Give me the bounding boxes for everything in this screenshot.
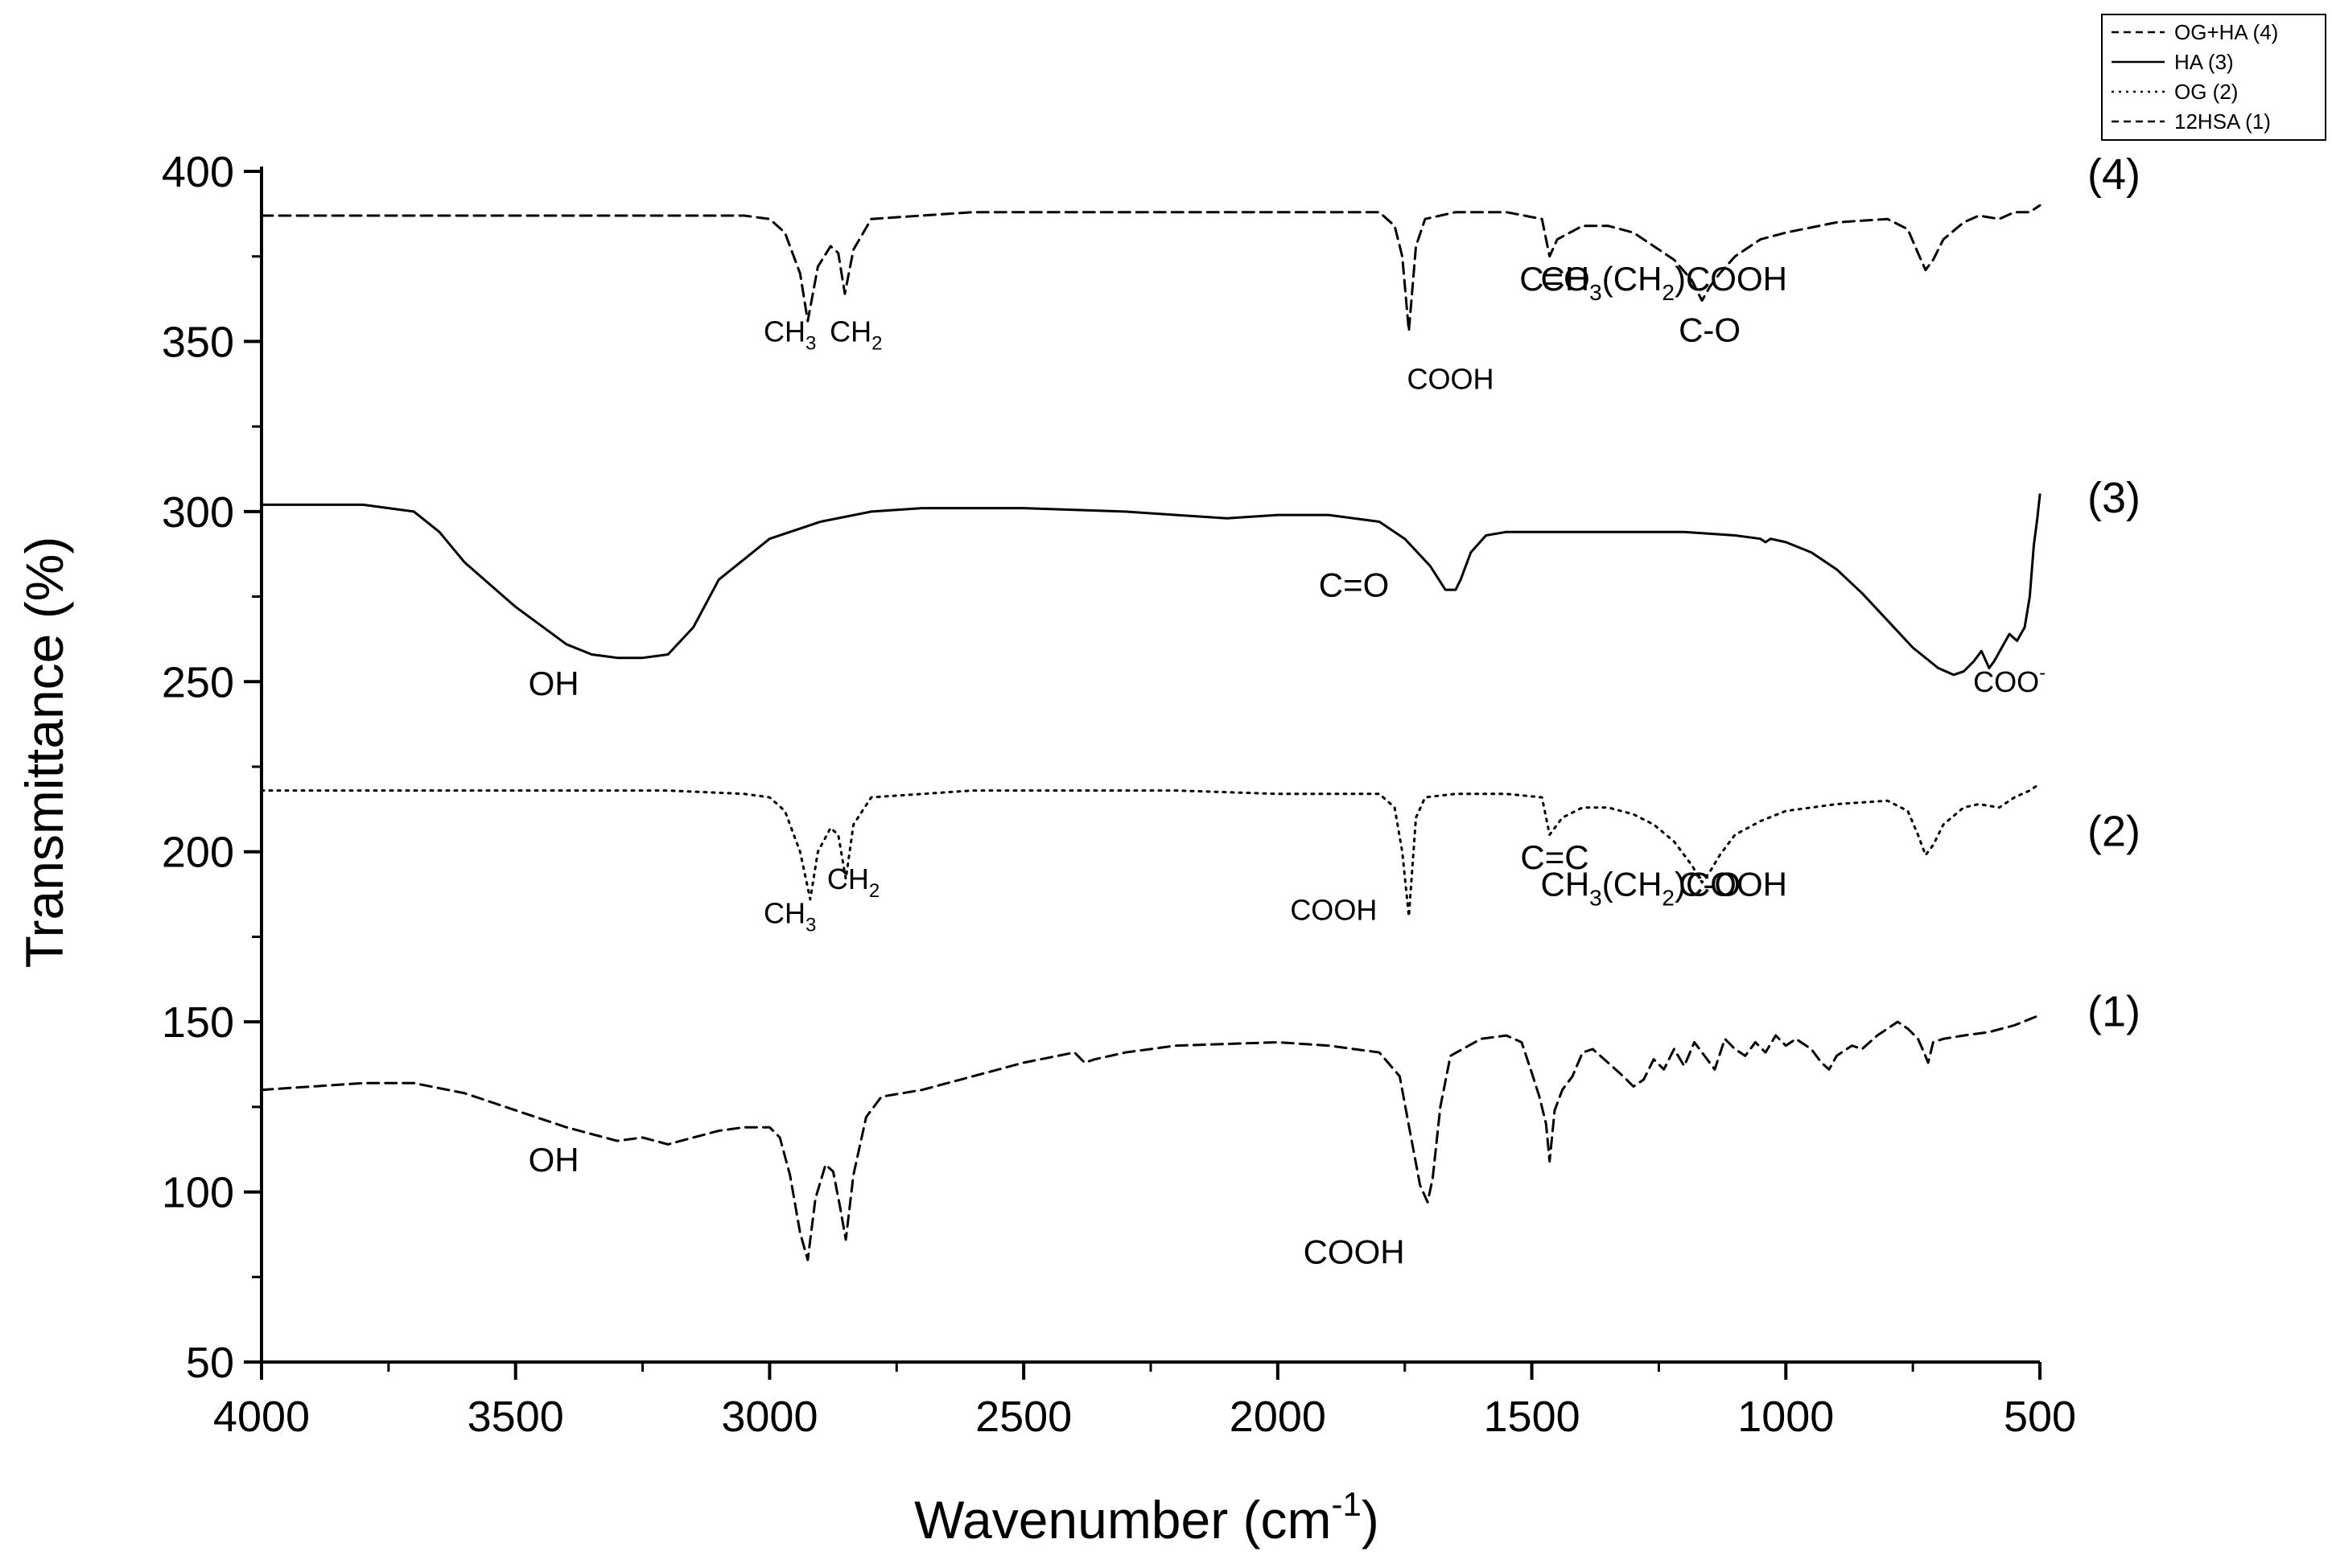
legend-box [2101, 14, 2326, 141]
x-tick-label: 500 [2004, 1393, 2076, 1441]
legend-label: HA (3) [2174, 50, 2234, 74]
y-axis-title: Transmittance (%) [14, 537, 74, 969]
y-tick-label: 250 [162, 658, 234, 706]
peak-annotation: COO- [1973, 662, 2046, 698]
axes: 4000 3500 3000 2500 2000 1500 1000 500 400 350 300… [162, 148, 2076, 1441]
y-tick-label: 200 [162, 829, 234, 877]
peak-annotation: OH [529, 665, 579, 702]
y-tick-label: 300 [162, 488, 234, 537]
peak-annotation: COOH [1304, 1233, 1405, 1270]
legend-label: OG (2) [2174, 80, 2238, 104]
peak-annotation: OH [529, 1141, 579, 1179]
peak-annotation: CH3 [764, 897, 816, 936]
series-line-s3 [260, 493, 2042, 677]
x-tick-label: 1500 [1484, 1393, 1580, 1441]
peak-annotation: COOH [1290, 893, 1377, 926]
peak-annotation: CH3 [764, 315, 816, 354]
x-axis-title: Wavenumber (cm-1) [914, 1485, 1379, 1549]
x-axis-title-end: ) [1362, 1490, 1379, 1549]
legend: OG+HA (4) HA (3) OG (2) 12HSA (1) [2101, 14, 2326, 141]
series-line-s1 [260, 1014, 2042, 1261]
peak-annotation: CH2 [827, 862, 880, 902]
series-end-label-s1: (1) [2087, 987, 2140, 1035]
x-tick-label: 2000 [1230, 1393, 1326, 1441]
peak-annotation: C-O [1679, 311, 1741, 348]
series-end-label-s3: (3) [2087, 474, 2140, 522]
y-tick-label: 150 [162, 998, 234, 1047]
peak-annotation: CH2 [830, 315, 882, 354]
y-tick-label: 350 [162, 318, 234, 366]
x-tick-label: 1000 [1737, 1393, 1834, 1441]
x-tick-label: 3000 [721, 1393, 818, 1441]
peak-annotation: CH3(CH2)COOH [1541, 866, 1787, 911]
series-line-s4 [260, 204, 2042, 333]
peak-annotation: COOH [1407, 363, 1494, 396]
x-axis-title-sup: -1 [1332, 1485, 1362, 1523]
peak-annotation: C=C [1520, 838, 1588, 876]
y-tick-label: 50 [186, 1339, 234, 1387]
x-axis-title-main: Wavenumber (cm [914, 1490, 1331, 1549]
y-tick-label: 400 [162, 148, 234, 196]
peak-annotation: C-O [1679, 866, 1741, 903]
peak-annotation: C=O [1319, 566, 1390, 604]
x-tick-label: 4000 [213, 1393, 310, 1441]
peak-annotation: C=O [1519, 260, 1590, 298]
series-end-label-s4: (4) [2087, 150, 2140, 199]
legend-label: 12HSA (1) [2174, 109, 2271, 134]
series-end-labels: (4) (3) (2) (1) [2087, 150, 2140, 1035]
x-tick-label: 2500 [975, 1393, 1072, 1441]
peak-annotation: CH3(CH2)COOH [1541, 260, 1787, 305]
series-end-label-s2: (2) [2087, 807, 2140, 855]
x-tick-label: 3500 [468, 1393, 564, 1441]
legend-label: OG+HA (4) [2174, 20, 2278, 44]
y-tick-label: 100 [162, 1169, 234, 1217]
peak-annotations: CH3 CH2COOHC=OC-OCH3(CH2)COOHOHC=OCOO-CH3… [529, 260, 2046, 1270]
plot-series [260, 204, 2042, 1261]
